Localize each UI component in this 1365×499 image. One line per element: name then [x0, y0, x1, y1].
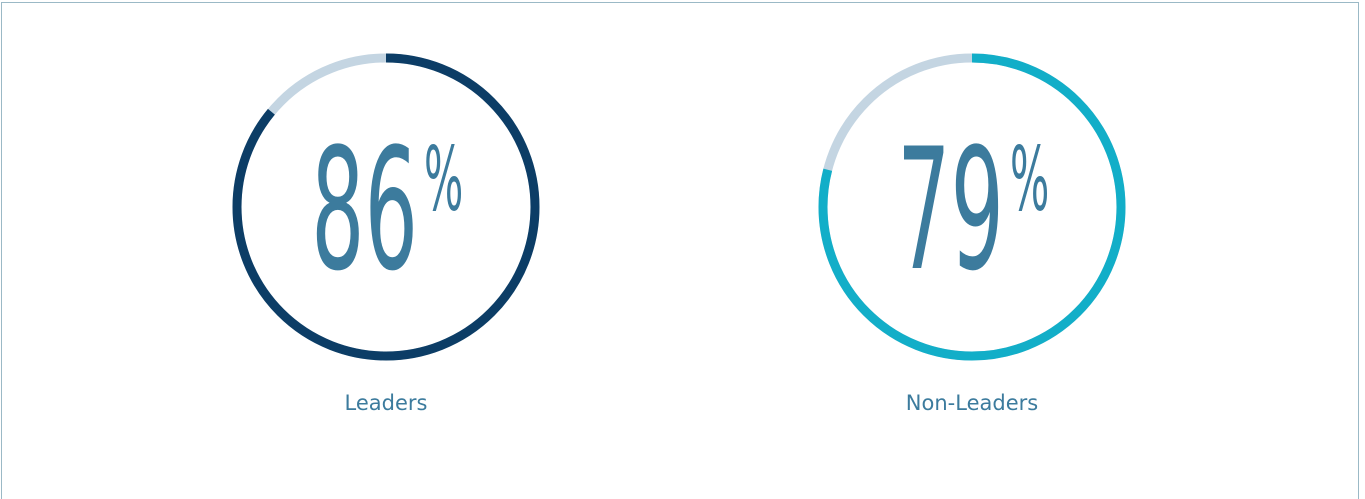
value-unit: % [1010, 129, 1049, 231]
donut-arc [232, 53, 540, 361]
donut-arc [818, 53, 1126, 361]
value-unit: % [424, 129, 463, 231]
value-number: 79 [897, 114, 1004, 309]
category-label: Non-Leaders [906, 391, 1038, 415]
value-number: 86 [311, 114, 418, 309]
category-label: Leaders [345, 391, 428, 415]
